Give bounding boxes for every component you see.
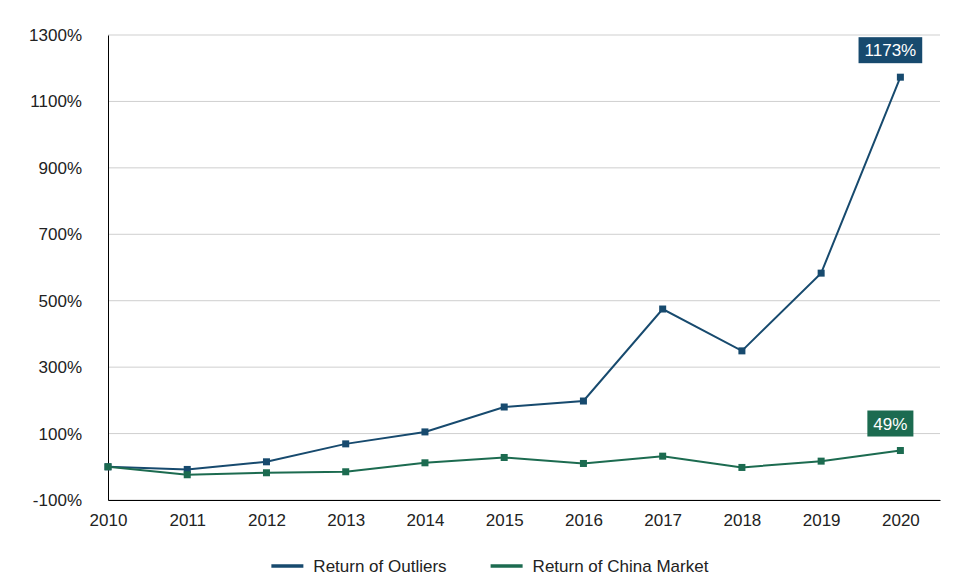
marker — [818, 458, 825, 465]
x-tick-label: 2018 — [723, 511, 761, 530]
legend-item: Return of China Market — [491, 557, 709, 576]
marker — [501, 454, 508, 461]
line — [108, 77, 900, 469]
x-tick-label: 2014 — [407, 511, 445, 530]
data-label-box — [859, 37, 923, 63]
x-tick-label: 2019 — [803, 511, 841, 530]
grid-line — [108, 500, 940, 501]
legend-swatch — [491, 564, 523, 568]
y-axis-line — [108, 36, 109, 501]
marker — [580, 398, 587, 405]
x-axis-line — [109, 500, 941, 501]
x-tick: 2013 — [327, 500, 365, 530]
grid-line — [108, 367, 940, 368]
data-label: 49% — [867, 411, 913, 437]
x-tick: 2019 — [803, 500, 841, 530]
marker — [342, 468, 349, 475]
x-tick-label: 2016 — [565, 511, 603, 530]
marker — [738, 464, 745, 471]
data-label-box — [867, 411, 913, 437]
legend: Return of Outliers Return of China Market — [271, 557, 708, 576]
y-tick: 500% — [39, 292, 108, 311]
y-tick-label: 1300% — [29, 26, 82, 45]
y-tick-label: 700% — [39, 225, 82, 244]
legend-label: Return of China Market — [533, 557, 709, 576]
x-tick: 2011 — [169, 500, 206, 530]
chart: -100%100%300%500%700%900%1100%1300%20102… — [0, 0, 960, 585]
marker — [659, 306, 666, 313]
y-tick-label: 100% — [39, 425, 82, 444]
x-tick-label: 2020 — [882, 511, 920, 530]
x-tick: 2015 — [486, 500, 524, 530]
x-axis: 2010 2011 2012 2013 2014 2015 2016 2017 2018 2019… — [90, 500, 941, 530]
marker — [897, 447, 904, 454]
x-tick-label: 2010 — [90, 511, 128, 530]
marker — [421, 428, 428, 435]
y-tick: 1300% — [29, 26, 108, 45]
marker — [659, 453, 666, 460]
y-tick-label: -100% — [33, 491, 82, 510]
grid-line — [108, 300, 940, 301]
grid — [108, 35, 940, 500]
marker — [818, 270, 825, 277]
data-labels: 1173% 49% — [859, 37, 923, 436]
marker — [580, 460, 587, 467]
x-tick: 2014 — [407, 500, 445, 530]
y-tick-label: 300% — [39, 358, 82, 377]
y-tick-label: 1100% — [30, 92, 82, 111]
y-axis: -100% 100% 300% 500% 700% 900% 1100% 1300% — [29, 26, 108, 510]
y-tick: 700% — [39, 225, 108, 244]
marker — [105, 463, 112, 470]
x-tick-label: 2017 — [644, 511, 682, 530]
series — [105, 447, 904, 478]
series-group — [105, 74, 904, 479]
marker — [501, 404, 508, 411]
marker — [105, 463, 112, 470]
marker — [738, 347, 745, 354]
y-tick: -100% — [33, 491, 108, 510]
grid-line — [108, 433, 940, 434]
grid-line — [108, 101, 940, 102]
plot: -100%100%300%500%700%900%1100%1300%20102… — [29, 26, 940, 530]
data-label-text: 1173% — [865, 41, 917, 60]
x-tick-label: 2011 — [169, 511, 206, 530]
line — [108, 451, 900, 475]
legend-swatch — [271, 564, 303, 568]
marker — [342, 440, 349, 447]
marker — [421, 459, 428, 466]
grid-line — [108, 167, 940, 168]
grid-line — [108, 234, 940, 235]
legend-label: Return of Outliers — [313, 557, 446, 576]
data-label: 1173% — [859, 37, 923, 63]
x-tick-label: 2012 — [248, 511, 286, 530]
x-tick: 2012 — [248, 500, 286, 530]
x-tick-label: 2013 — [327, 511, 365, 530]
series — [105, 74, 904, 473]
x-tick: 2016 — [565, 500, 603, 530]
y-tick-label: 900% — [39, 159, 82, 178]
y-tick: 900% — [39, 159, 108, 178]
legend-item: Return of Outliers — [271, 557, 446, 576]
x-tick: 2020 — [882, 500, 920, 530]
data-label-text: 49% — [873, 415, 907, 434]
marker — [184, 471, 191, 478]
marker — [263, 469, 270, 476]
y-tick: 100% — [39, 425, 108, 444]
y-tick-label: 500% — [39, 292, 82, 311]
x-tick: 2017 — [644, 500, 682, 530]
marker — [897, 74, 904, 81]
x-tick: 2010 — [90, 500, 128, 530]
x-tick: 2018 — [723, 500, 761, 530]
grid-line — [108, 35, 940, 36]
x-tick-label: 2015 — [486, 511, 524, 530]
y-tick: 300% — [39, 358, 108, 377]
marker — [263, 458, 270, 465]
y-tick: 1100% — [30, 92, 108, 111]
